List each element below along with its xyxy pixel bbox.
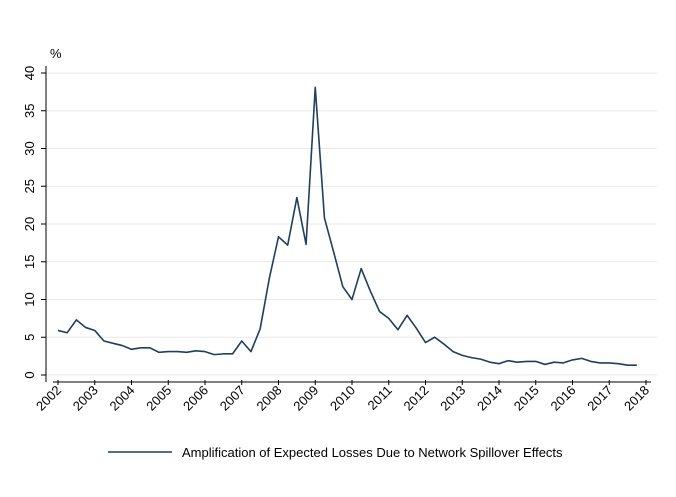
y-ticks: 0 5 10 15 20 25 30 35 40 (22, 66, 46, 379)
x-tick-label: 2009 (290, 383, 321, 414)
x-tick-label: 2018 (621, 383, 652, 414)
x-tick-label: 2004 (107, 383, 138, 414)
legend-label: Amplification of Expected Losses Due to … (182, 445, 563, 460)
x-tick-label: 2017 (584, 383, 615, 414)
x-tick-label: 2007 (217, 383, 248, 414)
y-axis-label: % (50, 46, 62, 61)
x-tick-label: 2006 (180, 383, 211, 414)
x-tick-label: 2003 (70, 383, 101, 414)
x-tick-label: 2015 (511, 383, 542, 414)
y-tick-label: 20 (22, 217, 37, 231)
gridlines (46, 72, 657, 376)
x-tick-label: 2014 (474, 383, 505, 414)
x-tick-label: 2008 (254, 383, 285, 414)
y-tick-label: 10 (22, 292, 37, 306)
x-tick-label: 2002 (33, 383, 64, 414)
x-tick-label: 2011 (364, 383, 394, 413)
x-tick-label: 2016 (548, 383, 579, 414)
y-tick-label: 25 (22, 179, 37, 193)
y-tick-label: 15 (22, 255, 37, 269)
x-tick-label: 2005 (143, 383, 174, 414)
series-line (57, 86, 637, 366)
x-tick-label: 2012 (401, 383, 432, 414)
y-tick-label: 40 (22, 66, 37, 80)
x-tick-label: 2013 (437, 383, 468, 414)
y-tick-label: 5 (22, 334, 37, 341)
y-tick-label: 35 (22, 104, 37, 118)
y-tick-label: 30 (22, 141, 37, 155)
y-tick-label: 0 (22, 371, 37, 378)
legend: Amplification of Expected Losses Due to … (108, 445, 563, 460)
series (57, 86, 637, 366)
x-ticks: 2002 2003 2004 2005 2006 2007 2008 2009 2010 2011… (33, 380, 652, 414)
x-tick-label: 2010 (327, 383, 358, 414)
